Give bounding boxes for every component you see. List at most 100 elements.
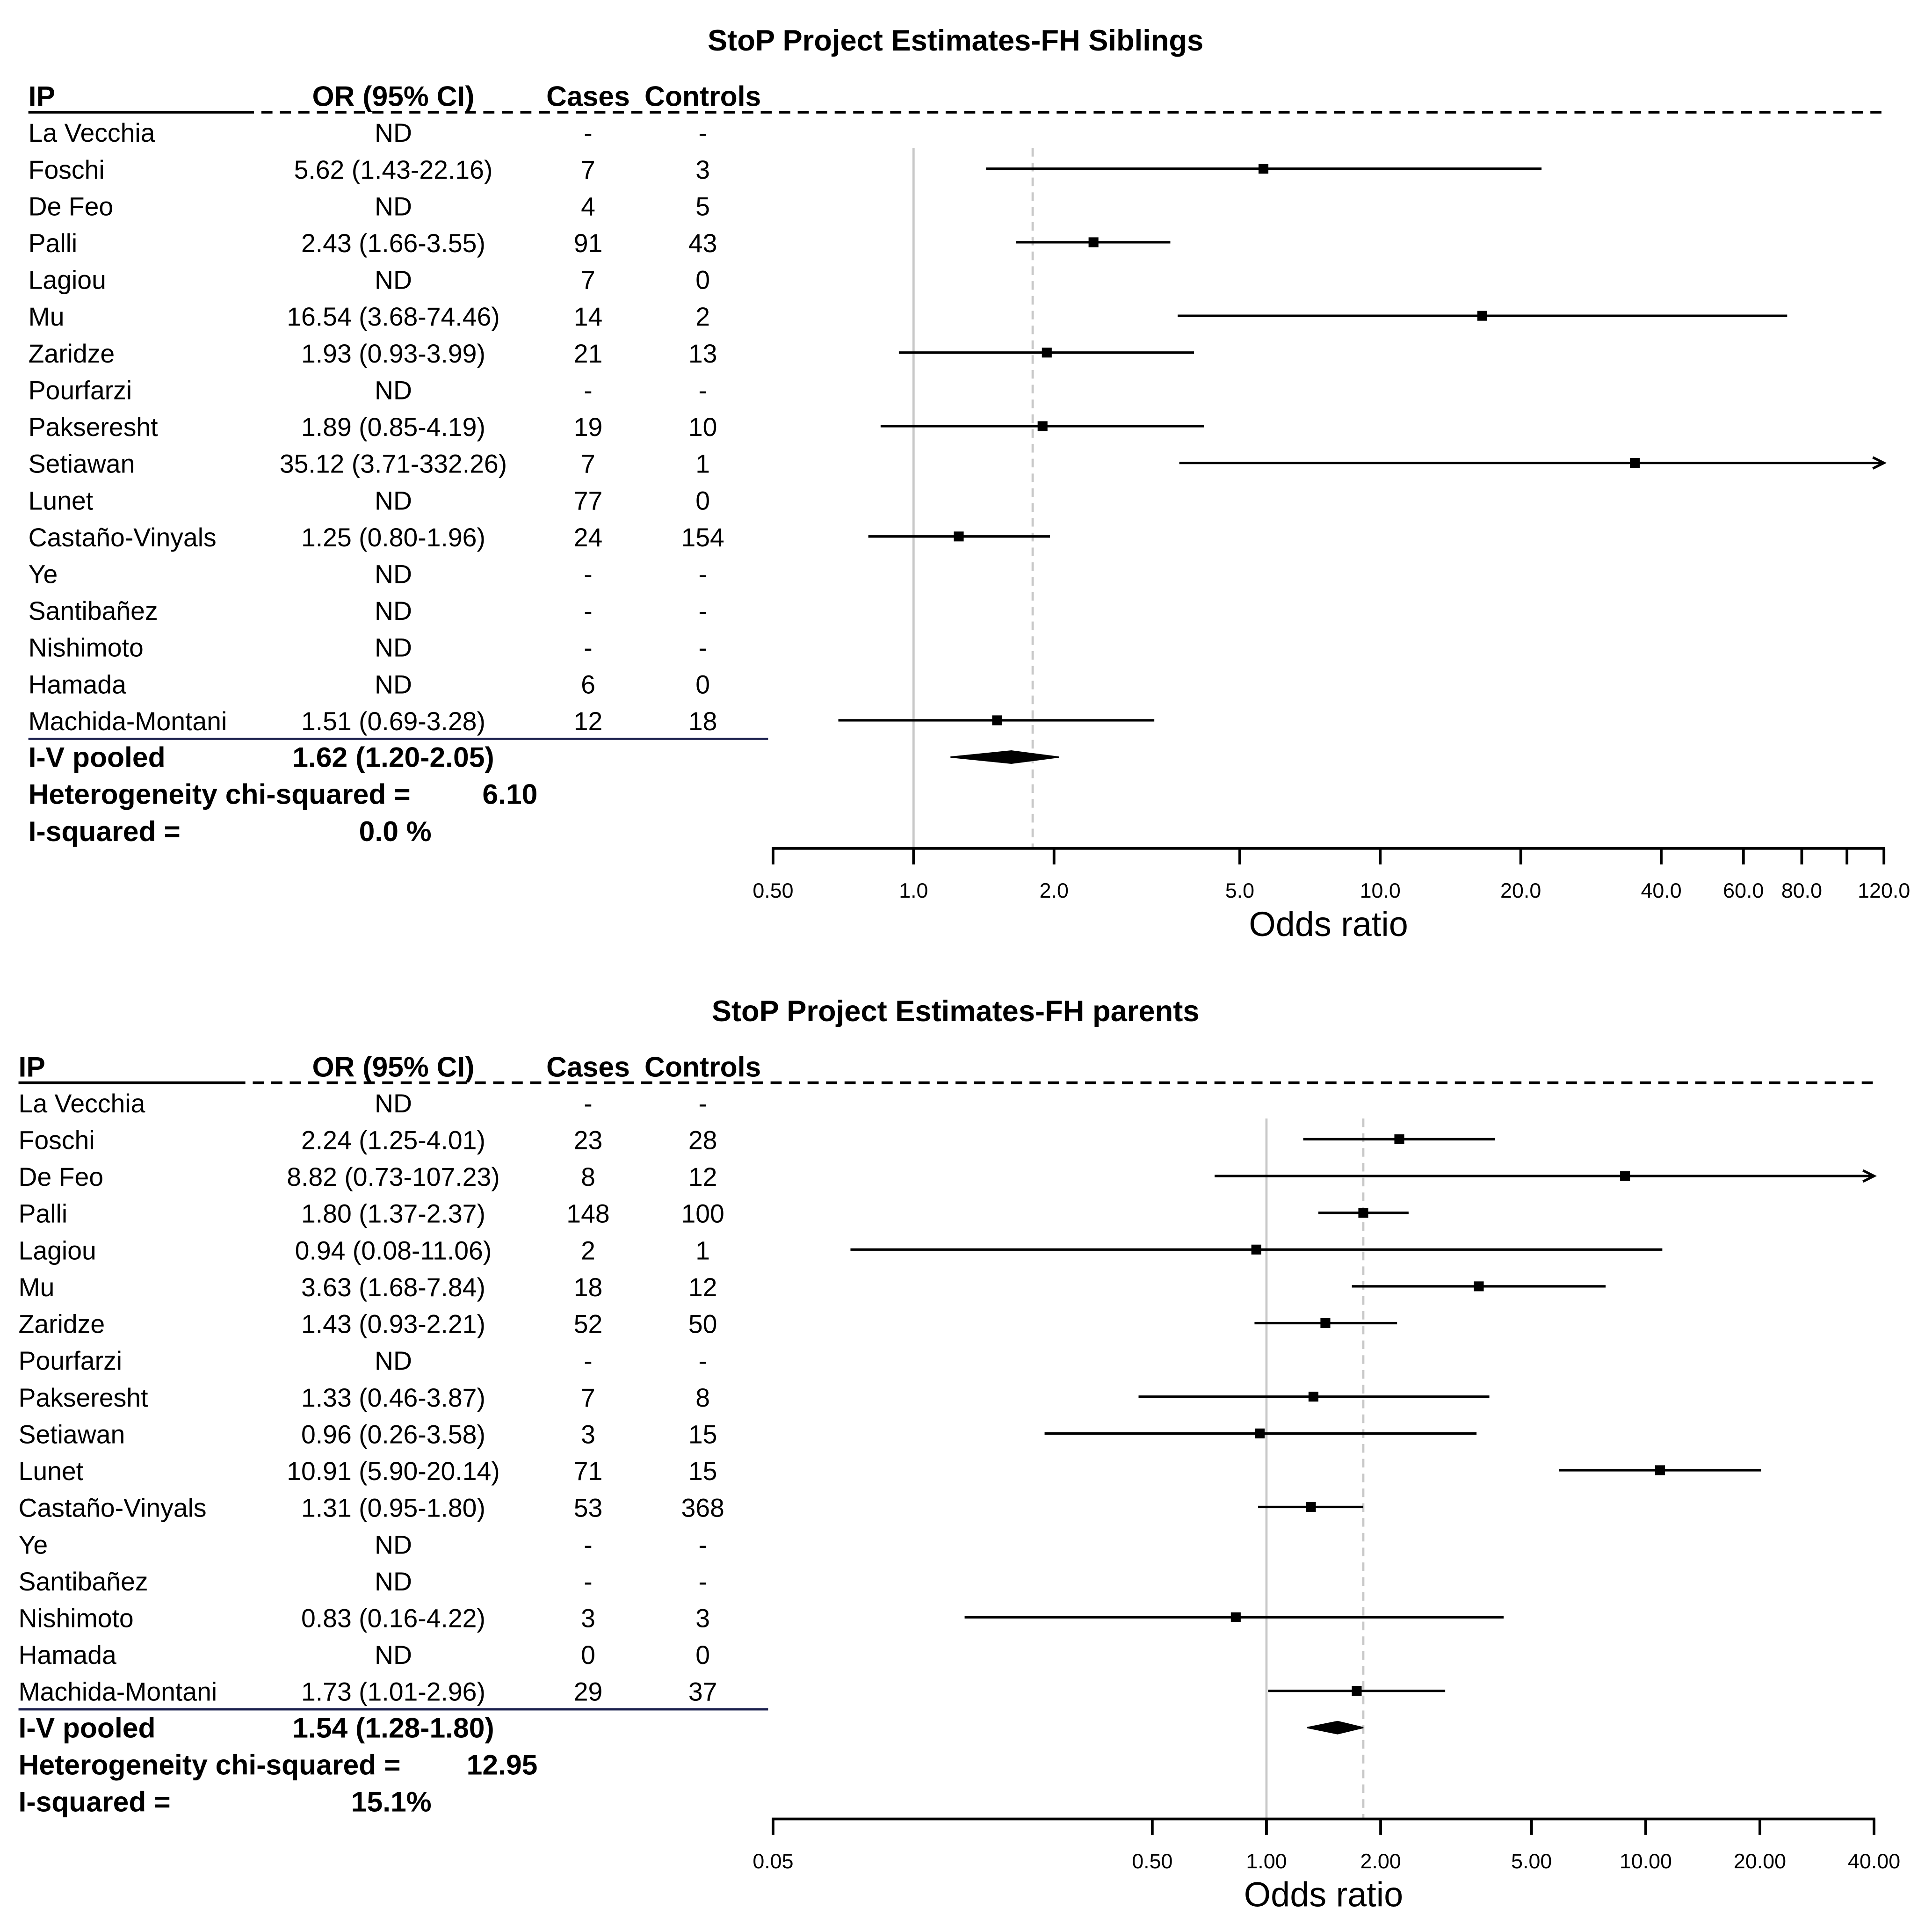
i-squared-label: I-squared =	[29, 815, 181, 847]
study-or-ci: 1.33 (0.46-3.87)	[301, 1383, 485, 1412]
study-label: Machida-Montani	[19, 1677, 217, 1706]
x-tick-label: 5.00	[1511, 1850, 1552, 1873]
x-tick-label: 10.00	[1620, 1850, 1672, 1873]
x-tick-label: 40.00	[1848, 1850, 1900, 1873]
column-header-ip: IP	[19, 1051, 45, 1082]
x-tick-label: 0.05	[753, 1850, 793, 1873]
study-or-ci: ND	[375, 1567, 412, 1596]
study-cases: 7	[581, 1383, 595, 1412]
point-estimate-marker	[1352, 1686, 1362, 1696]
study-label: Setiawan	[19, 1420, 125, 1449]
study-controls: 1	[695, 450, 710, 479]
point-estimate-marker	[1255, 1428, 1265, 1438]
study-or-ci: ND	[375, 486, 412, 515]
i-squared-value: 15.1%	[351, 1786, 432, 1817]
study-controls: 15	[688, 1420, 717, 1449]
study-or-ci: ND	[375, 670, 412, 699]
study-or-ci: ND	[375, 1089, 412, 1118]
study-label: De Feo	[19, 1162, 104, 1191]
study-label: La Vecchia	[29, 118, 155, 147]
study-or-ci: ND	[375, 1346, 412, 1375]
x-tick-label: 120.0	[1858, 879, 1910, 902]
study-cases: 148	[566, 1199, 609, 1228]
heterogeneity-label: Heterogeneity chi-squared =	[19, 1749, 401, 1780]
column-header-controls: Controls	[644, 80, 761, 112]
study-controls: 0	[695, 1641, 710, 1670]
study-controls: 43	[688, 229, 717, 258]
study-cases: -	[584, 596, 592, 625]
study-cases: 19	[574, 413, 603, 442]
point-estimate-marker	[1358, 1208, 1368, 1218]
study-controls: -	[698, 376, 707, 405]
pooled-or-ci: 1.54 (1.28-1.80)	[292, 1712, 494, 1743]
forest-panel-siblings: StoP Project Estimates-FH Siblings IP OR (…	[28, 24, 1910, 944]
x-axis-label: Odds ratio	[1249, 905, 1408, 944]
study-label: Hamada	[19, 1641, 116, 1670]
point-estimate-marker	[1037, 421, 1048, 431]
study-controls: 37	[688, 1677, 717, 1706]
study-or-ci: 1.43 (0.93-2.21)	[301, 1310, 485, 1339]
study-controls: 50	[688, 1310, 717, 1339]
study-or-ci: 1.73 (1.01-2.96)	[301, 1677, 485, 1706]
pooled-label: I-V pooled	[19, 1712, 156, 1743]
study-controls: -	[698, 118, 707, 147]
study-controls: -	[698, 560, 707, 589]
study-controls: -	[698, 596, 707, 625]
study-controls: 10	[688, 413, 717, 442]
point-estimate-marker	[1320, 1318, 1331, 1328]
study-controls: 18	[688, 707, 717, 736]
point-estimate-marker	[1306, 1502, 1316, 1512]
study-or-ci: ND	[375, 192, 412, 221]
column-header-controls: Controls	[644, 1051, 761, 1082]
point-estimate-marker	[1308, 1392, 1318, 1402]
study-or-ci: 3.63 (1.68-7.84)	[301, 1273, 485, 1302]
study-cases: 18	[574, 1273, 603, 1302]
study-cases: 4	[581, 192, 595, 221]
study-controls: 8	[695, 1383, 710, 1412]
study-controls: -	[698, 1346, 707, 1375]
study-cases: 6	[581, 670, 595, 699]
study-label: Hamada	[29, 670, 126, 699]
forest-panel-parents: StoP Project Estimates-FH parents IP OR (9…	[18, 995, 1900, 1914]
point-estimate-marker	[1655, 1465, 1665, 1475]
study-controls: 100	[681, 1199, 724, 1228]
study-cases: 2	[581, 1236, 595, 1265]
study-label: Mu	[29, 302, 65, 331]
x-tick-label: 1.00	[1246, 1850, 1287, 1873]
study-cases: -	[584, 1530, 592, 1559]
x-tick-label: 0.50	[753, 879, 793, 902]
study-cases: 12	[574, 707, 603, 736]
study-or-ci: 8.82 (0.73-107.23)	[287, 1162, 500, 1191]
x-tick-label: 0.50	[1132, 1850, 1172, 1873]
point-estimate-marker	[1042, 348, 1052, 358]
study-cases: 53	[574, 1494, 603, 1523]
column-header-cases: Cases	[546, 80, 630, 112]
heterogeneity-value: 6.10	[482, 778, 537, 810]
study-label: Mu	[19, 1273, 55, 1302]
study-controls: 154	[681, 523, 724, 552]
heterogeneity-label: Heterogeneity chi-squared =	[29, 778, 411, 810]
study-label: Lunet	[19, 1457, 84, 1486]
study-cases: -	[584, 376, 592, 405]
study-cases: -	[584, 633, 592, 662]
column-header-or: OR (95% CI)	[312, 80, 474, 112]
study-controls: 3	[695, 1604, 710, 1633]
x-tick-label: 10.0	[1360, 879, 1401, 902]
study-label: Castaño-Vinyals	[29, 523, 217, 552]
study-controls: -	[698, 1567, 707, 1596]
study-label: Ye	[29, 560, 58, 589]
study-or-ci: 16.54 (3.68-74.46)	[287, 302, 500, 331]
study-controls: -	[698, 1089, 707, 1118]
study-label: Ye	[19, 1530, 48, 1559]
study-label: Foschi	[29, 155, 105, 184]
study-cases: 23	[574, 1126, 603, 1155]
study-cases: 52	[574, 1310, 603, 1339]
study-label: Pakseresht	[29, 413, 158, 442]
study-label: Lagiou	[29, 266, 106, 295]
study-cases: 7	[581, 266, 595, 295]
study-cases: -	[584, 1567, 592, 1596]
study-or-ci: 2.24 (1.25-4.01)	[301, 1126, 485, 1155]
study-controls: 12	[688, 1273, 717, 1302]
